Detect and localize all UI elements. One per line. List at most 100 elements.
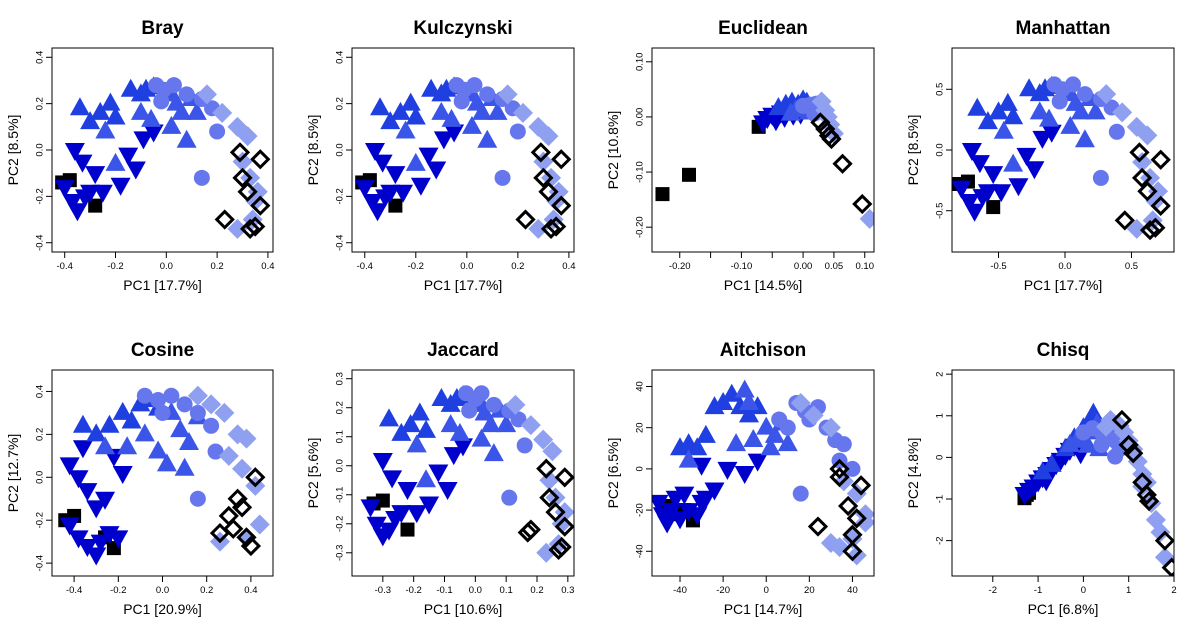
data-point [655, 187, 670, 202]
data-point [440, 414, 461, 433]
y-tick-label: 0.4 [35, 51, 46, 64]
x-tick-label: -20 [716, 585, 730, 596]
x-tick-label: -0.5 [990, 261, 1006, 272]
data-point [227, 218, 248, 239]
x-axis-label: PC1 [17.7%] [424, 277, 503, 293]
data-point [178, 86, 195, 103]
data-point [1150, 195, 1171, 216]
x-tick-label: -0.4 [57, 261, 73, 272]
data-point [516, 437, 533, 454]
data-points [655, 89, 874, 229]
data-point [1024, 161, 1045, 180]
data-point [1039, 108, 1060, 127]
data-point [229, 142, 251, 163]
data-point [117, 436, 138, 455]
data-point [678, 449, 699, 468]
data-point [986, 200, 1001, 215]
y-tick-label: 0.2 [35, 97, 46, 110]
data-point [426, 161, 447, 180]
data-point [738, 391, 759, 410]
data-point [153, 93, 170, 110]
data-point [59, 457, 80, 476]
data-point [405, 106, 426, 125]
x-tick-label: 0.2 [211, 261, 224, 272]
y-tick-label: -0.5 [935, 203, 946, 219]
data-point [120, 78, 141, 97]
data-point [1092, 169, 1109, 186]
data-point [1093, 436, 1110, 453]
chart-panel-jaccard: Jaccard -0.3 -0.2 -0.1 0.0 0.1 0.2 0.3 -0.3 -0.2 -… [305, 340, 575, 617]
data-point [443, 447, 464, 466]
data-point [1107, 448, 1124, 465]
data-point [174, 457, 195, 476]
x-tick-label: 0.0 [1058, 261, 1071, 272]
data-point [148, 440, 169, 459]
y-axis-label: PC2 [6.5%] [605, 438, 621, 509]
data-point [983, 166, 1004, 185]
data-point [92, 184, 113, 203]
x-tick-label: 0.1 [500, 585, 513, 596]
data-point [704, 482, 725, 501]
data-point [395, 120, 416, 139]
data-point [1112, 102, 1133, 123]
data-point [682, 167, 696, 182]
data-point [240, 535, 262, 557]
plot-frame [651, 369, 875, 577]
data-point [59, 517, 80, 536]
data-point [487, 101, 508, 120]
x-axis-label: PC1 [10.6%] [424, 601, 503, 617]
data-point [418, 147, 439, 166]
data-point [431, 101, 452, 120]
data-point [110, 177, 131, 196]
data-point [375, 493, 390, 508]
data-point [533, 167, 554, 188]
data-point [90, 101, 111, 120]
y-axis-label: PC2 [8.5%] [305, 115, 321, 186]
data-point [416, 419, 436, 438]
data-point [388, 198, 403, 213]
data-point [250, 149, 271, 170]
data-point [691, 457, 712, 476]
data-points [360, 385, 574, 563]
chart-title: Bray [141, 18, 184, 39]
data-point [437, 481, 458, 500]
x-tick-label: -40 [673, 585, 687, 596]
y-tick-label: 0.0 [335, 459, 346, 472]
data-point [380, 184, 401, 203]
data-point [483, 443, 504, 462]
y-tick-label: -0.2 [335, 516, 346, 532]
data-point [360, 499, 381, 518]
data-point [756, 416, 777, 435]
data-point [95, 436, 116, 455]
x-tick-label: 0.2 [200, 585, 213, 596]
data-point [505, 394, 526, 415]
data-point [777, 433, 798, 452]
data-point [961, 143, 982, 161]
plot-frame [351, 369, 575, 577]
data-point [232, 167, 253, 188]
data-point [747, 453, 768, 472]
data-point [134, 423, 155, 442]
data-point [695, 490, 716, 509]
data-point [726, 433, 747, 452]
x-axis-label: PC1 [6.8%] [1028, 601, 1099, 617]
data-point [687, 507, 708, 526]
data-point [1136, 484, 1157, 505]
y-tick-label: 0.1 [335, 430, 346, 443]
data-point [67, 203, 88, 222]
data-point [977, 184, 998, 203]
data-point [1060, 115, 1081, 134]
y-tick-label: 0.4 [35, 385, 46, 398]
y-tick-label: 0.3 [335, 372, 346, 385]
data-point [410, 177, 431, 196]
y-tick-label: 0.0 [935, 143, 946, 156]
x-tick-label: -0.4 [66, 585, 82, 596]
data-point [496, 414, 517, 433]
data-points [58, 385, 270, 566]
y-axis-label: PC2 [12.7%] [5, 434, 21, 513]
chart-title: Euclidean [718, 18, 808, 39]
y-tick-label: 0.2 [35, 428, 46, 441]
data-point [400, 92, 421, 111]
data-point [977, 111, 998, 130]
data-point [77, 483, 98, 502]
